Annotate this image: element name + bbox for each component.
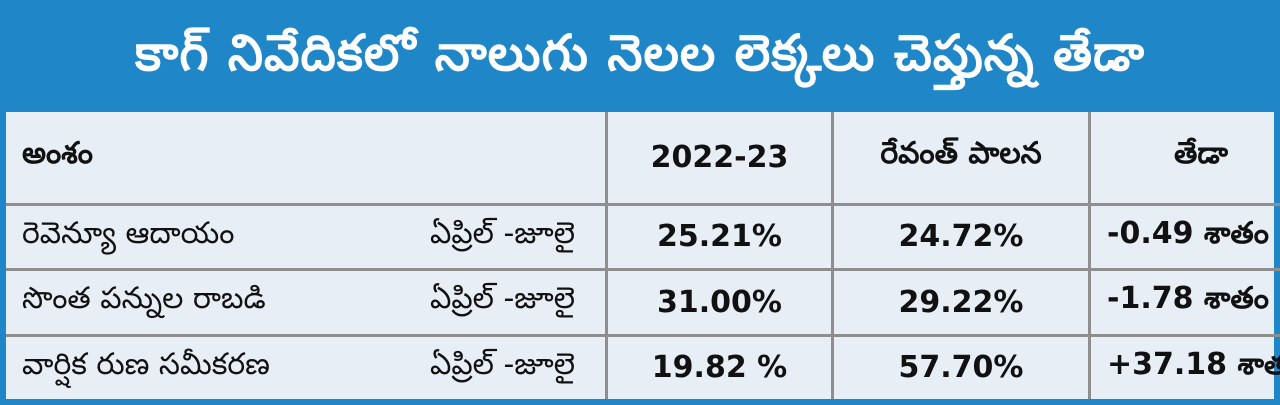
value-revanth: 29.22% bbox=[831, 268, 1091, 337]
table-header-row: అంశం 2022-23 రేవంత్ పాలన తేడా bbox=[6, 112, 1280, 206]
period-label: ఏప్రిల్ -జూలై bbox=[430, 281, 575, 317]
table-row: వార్షిక రుణ సమీకరణ ఏప్రిల్ -జూలై 19.82 %… bbox=[6, 333, 1280, 399]
table-row: రెవెన్యూ ఆదాయం ఏప్రిల్ -జూలై 25.21% 24.7… bbox=[6, 202, 1280, 272]
value-difference: +37.18 శాతం bbox=[1088, 333, 1280, 399]
item-cell: సొంత పన్నుల రాబడి ఏప్రిల్ -జూలై bbox=[6, 268, 608, 337]
column-header-revanth-rule: రేవంత్ పాలన bbox=[831, 112, 1091, 206]
value-2022-23: 25.21% bbox=[605, 202, 834, 272]
period-label: ఏప్రిల్ -జూలై bbox=[430, 215, 575, 251]
page-title: కాగ్ నివేదికలో నాలుగు నెలల లెక్కలు చెప్త… bbox=[6, 6, 1274, 112]
item-label: సొంత పన్నుల రాబడి bbox=[22, 281, 266, 317]
table-row: సొంత పన్నుల రాబడి ఏప్రిల్ -జూలై 31.00% 2… bbox=[6, 268, 1280, 337]
column-header-difference: తేడా bbox=[1088, 112, 1280, 206]
value-2022-23: 19.82 % bbox=[605, 333, 834, 399]
item-label: రెవెన్యూ ఆదాయం bbox=[22, 215, 235, 251]
item-cell: వార్షిక రుణ సమీకరణ ఏప్రిల్ -జూలై bbox=[6, 333, 608, 399]
value-revanth: 57.70% bbox=[831, 333, 1091, 399]
value-2022-23: 31.00% bbox=[605, 268, 834, 337]
column-header-item: అంశం bbox=[6, 112, 608, 206]
value-difference: -0.49 శాతం bbox=[1088, 202, 1280, 272]
period-label: ఏప్రిల్ -జూలై bbox=[430, 346, 575, 382]
item-label: వార్షిక రుణ సమీకరణ bbox=[22, 346, 270, 382]
comparison-table: అంశం 2022-23 రేవంత్ పాలన తేడా రెవెన్యూ ఆ… bbox=[6, 112, 1280, 399]
item-cell: రెవెన్యూ ఆదాయం ఏప్రిల్ -జూలై bbox=[6, 202, 608, 272]
column-header-2022-23: 2022-23 bbox=[605, 112, 834, 206]
value-revanth: 24.72% bbox=[831, 202, 1091, 272]
value-difference: -1.78 శాతం bbox=[1088, 268, 1280, 337]
